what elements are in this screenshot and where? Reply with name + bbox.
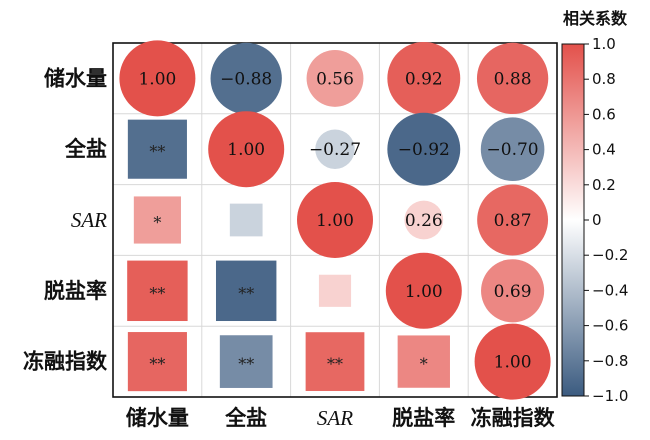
column-label: SAR [317, 406, 353, 430]
correlation-circle [476, 42, 549, 115]
correlation-square [397, 335, 450, 388]
correlation-circle [480, 117, 545, 181]
correlation-value-label: 1.00 [316, 211, 354, 231]
correlation-circle [477, 184, 549, 256]
colorbar-tick-label: −1.0 [592, 387, 628, 405]
correlation-value-label: −0.27 [309, 140, 361, 160]
correlation-value-label: 1.00 [494, 353, 532, 373]
colorbar-tick-label: −0.8 [592, 352, 628, 370]
correlation-circle [385, 252, 462, 329]
colorbar-tick-label: 0.2 [592, 176, 616, 194]
correlation-value-label: 0.87 [494, 211, 532, 231]
correlation-square [127, 260, 188, 322]
correlation-circle [315, 129, 355, 169]
colorbar-tick-label: −0.6 [592, 317, 628, 335]
significance-marker: ** [149, 355, 165, 374]
correlation-value-label: 0.69 [494, 282, 532, 302]
colorbar-tick-label: 0.6 [592, 105, 616, 123]
correlation-square [219, 335, 273, 388]
correlation-circle [297, 182, 373, 258]
correlation-square [127, 119, 187, 179]
correlation-value-label: 0.26 [405, 211, 443, 231]
row-label: 脱盐率 [44, 278, 107, 303]
significance-marker: ** [149, 284, 165, 303]
column-label: 储水量 [126, 405, 189, 430]
correlation-square [127, 332, 187, 392]
significance-marker: * [153, 213, 161, 232]
row-label: 冻融指数 [23, 349, 108, 374]
significance-marker: ** [238, 284, 254, 303]
significance-marker: ** [238, 355, 254, 374]
colorbar-tick-label: 0.8 [592, 70, 616, 88]
correlation-square [133, 196, 181, 244]
colorbar-title: 相关系数 [563, 9, 628, 28]
row-label: 储水量 [44, 65, 107, 90]
significance-marker: ** [149, 142, 165, 161]
correlation-value-label: 0.56 [316, 69, 354, 89]
correlation-square [229, 203, 263, 237]
column-label: 全盐 [224, 405, 267, 430]
significance-marker: * [420, 355, 428, 374]
correlation-circle [404, 200, 444, 240]
column-label: 脱盐率 [392, 405, 455, 430]
correlation-circle [481, 259, 545, 323]
correlation-circle [474, 323, 551, 400]
colorbar-tick-label: −0.2 [592, 246, 628, 264]
correlation-circle [387, 41, 461, 115]
column-labels: 储水量 全盐 SAR 脱盐率 冻融指数 [126, 405, 556, 430]
colorbar-ticks: 1.0 0.8 0.6 0.4 0.2 0 −0.2 −0.4 −0.6 −0.8 −1.0 [584, 35, 628, 405]
correlation-square [215, 260, 277, 322]
correlation-value-label: 0.92 [405, 69, 443, 89]
correlation-square [318, 274, 352, 307]
correlation-circle [387, 112, 461, 186]
correlation-value-label: −0.92 [398, 140, 450, 160]
correlation-circle [208, 111, 285, 188]
correlation-value-label: −0.70 [487, 140, 539, 160]
column-label: 冻融指数 [471, 405, 556, 430]
correlation-circle [210, 42, 282, 115]
colorbar-tick-label: 1.0 [592, 35, 616, 53]
correlation-value-label: 1.00 [138, 69, 176, 89]
row-label: 全盐 [64, 136, 107, 161]
correlation-circle [306, 49, 364, 107]
colorbar-tick-label: 0 [592, 211, 602, 229]
correlation-value-label: −0.88 [220, 69, 272, 89]
correlation-circle [119, 40, 196, 117]
correlation-square [305, 332, 365, 391]
correlation-marks: 1.00 −0.88 0.56 0.92 0.88** 1.00 −0.27 −0.92 −0.… [119, 40, 551, 400]
significance-marker: ** [327, 355, 343, 374]
correlation-value-label: 1.00 [405, 282, 443, 302]
colorbar-tick-label: 0.4 [592, 141, 616, 159]
colorbar-tick-label: −0.4 [592, 281, 628, 299]
colorbar [561, 43, 585, 397]
plot-frame [112, 42, 558, 398]
row-label: SAR [71, 208, 107, 232]
correlation-value-label: 0.88 [494, 69, 532, 89]
correlation-value-label: 1.00 [227, 140, 265, 160]
